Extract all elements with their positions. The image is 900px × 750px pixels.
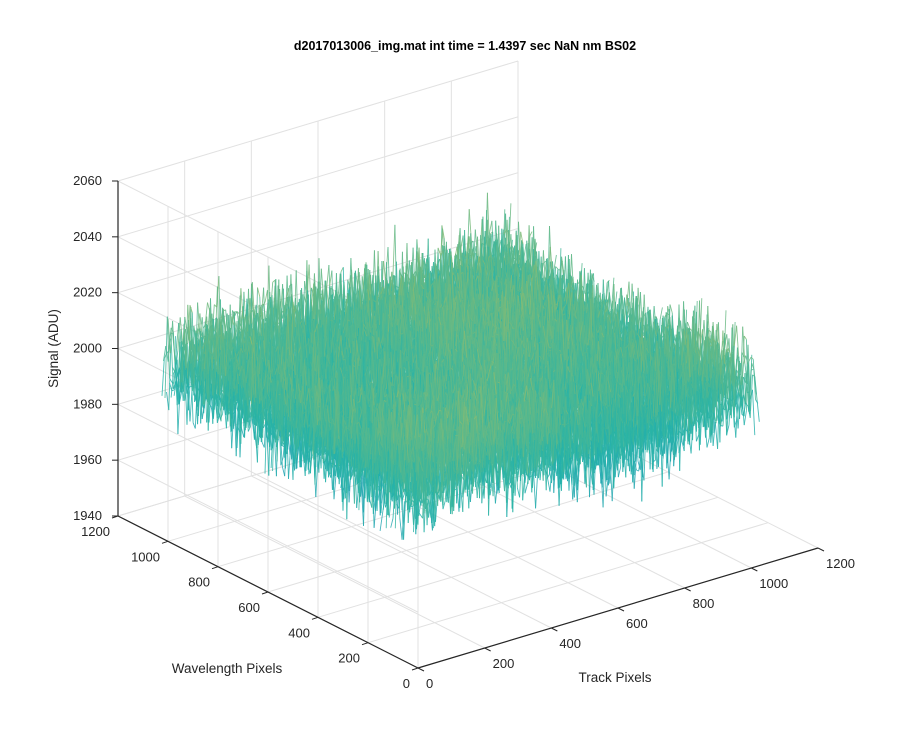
grid-line (117, 459, 419, 613)
surface-segment (172, 321, 176, 363)
surface-segment (166, 316, 171, 379)
grid-line (117, 116, 519, 238)
surface-segment (178, 329, 182, 370)
surface-segment (243, 291, 247, 331)
grid-line (367, 522, 769, 644)
grid-line (117, 403, 419, 557)
grid-line (317, 496, 719, 618)
surface-segment (251, 282, 255, 319)
surface-segment (164, 316, 168, 399)
surface-segment (169, 321, 174, 354)
surface-segment (173, 377, 177, 390)
surface-segment (204, 302, 208, 325)
surface-segment (175, 322, 180, 349)
surface-segment (163, 345, 167, 362)
surface-segment (166, 391, 170, 411)
surface-segment (161, 358, 165, 396)
surface-segment (474, 229, 478, 256)
grid-line (267, 471, 669, 593)
surface-segment (337, 273, 341, 298)
surface-segment (326, 264, 330, 289)
surface-segment (257, 287, 261, 298)
surface-segment (392, 224, 396, 285)
grid-line (117, 172, 519, 294)
grid-line (117, 60, 519, 182)
surface-layer (161, 192, 760, 540)
surface-segment (348, 275, 352, 290)
surface-segment (167, 318, 171, 354)
surface-segment (529, 231, 533, 237)
